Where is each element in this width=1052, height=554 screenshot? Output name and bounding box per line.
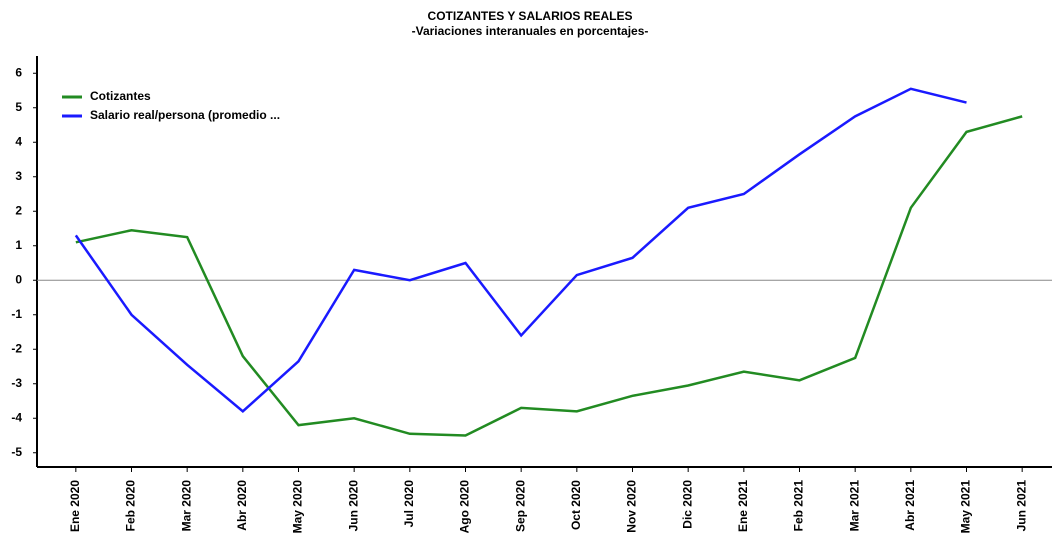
x-tick-label: Ago 2020 [458,480,472,534]
x-tick-label: Ene 2020 [68,480,82,532]
y-tick-label: -2 [11,341,22,355]
line-series [74,87,967,414]
chart-title: COTIZANTES Y SALARIOS REALES [428,9,633,23]
x-tick-label: Oct 2020 [569,480,583,530]
x-tick-label: Nov 2020 [625,480,639,533]
y-tick-label: 6 [15,65,22,79]
x-tick-label: May 2020 [291,480,305,534]
y-tick-label: 0 [15,272,22,286]
y-tick-label: 3 [15,169,22,183]
x-tick-label: Dic 2020 [680,480,694,529]
x-tick-label: Feb 2021 [792,480,806,532]
x-tick-label: Jun 2021 [1014,480,1028,532]
legend-label: Salario real/persona (promedio ... [90,108,280,122]
x-tick-label: May 2021 [959,480,973,534]
chart-subtitle: -Variaciones interanuales en porcentajes… [412,24,649,38]
y-tick-label: 4 [15,134,22,148]
y-tick-label: -5 [11,445,22,459]
x-tick-label: Feb 2020 [124,480,138,532]
x-tick-label: Ene 2021 [736,480,750,532]
y-tick-label: 2 [15,203,22,217]
y-tick-label: -4 [11,410,22,424]
x-tick-label: Jul 2020 [402,480,416,528]
x-tick-label: Sep 2020 [513,480,527,532]
x-tick-label: Mar 2021 [847,480,861,532]
x-tick-label: Abr 2020 [235,480,249,531]
y-tick-label: 1 [15,238,22,252]
x-tick-label: Jun 2020 [346,480,360,532]
y-tick-label: 5 [15,100,22,114]
y-tick-label: -3 [11,376,22,390]
legend-label: Cotizantes [90,89,151,103]
y-tick-label: -1 [11,307,22,321]
line-series [75,115,1023,437]
x-tick-label: Mar 2020 [179,480,193,532]
x-tick-label: Abr 2021 [903,480,917,531]
